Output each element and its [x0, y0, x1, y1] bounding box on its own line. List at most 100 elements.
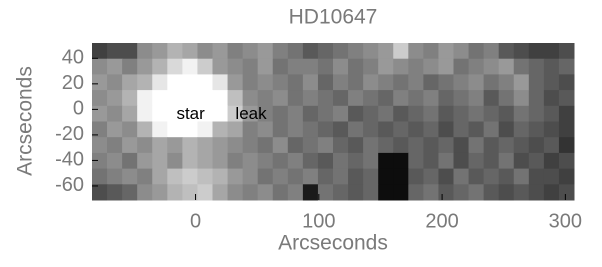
pixel	[258, 184, 274, 200]
page: {"chart_data": {"type": "image", "title"…	[0, 0, 602, 262]
pixel	[529, 153, 545, 169]
pixel	[408, 153, 424, 169]
pixel	[107, 184, 123, 200]
pixel	[559, 74, 575, 90]
pixel	[288, 169, 304, 185]
pixel	[258, 169, 274, 185]
pixel	[423, 184, 439, 200]
pixel	[378, 184, 394, 200]
pixel	[273, 43, 289, 59]
pixel	[514, 184, 530, 200]
pixel	[514, 137, 530, 153]
chart: HD10647 Arcseconds Arcseconds 0100200300…	[0, 0, 602, 262]
pixel	[378, 106, 394, 122]
pixel	[363, 153, 379, 169]
pixel	[122, 169, 138, 185]
pixel	[318, 122, 334, 138]
pixel	[107, 169, 123, 185]
pixel	[378, 74, 394, 90]
pixel	[228, 137, 244, 153]
pixel	[529, 74, 545, 90]
pixel	[167, 184, 183, 200]
pixel	[107, 106, 123, 122]
pixel	[303, 90, 319, 106]
pixel	[273, 122, 289, 138]
pixel	[288, 122, 304, 138]
pixel	[378, 153, 394, 169]
pixel	[559, 122, 575, 138]
pixel	[197, 74, 213, 90]
pixel	[92, 90, 108, 106]
pixel	[152, 153, 168, 169]
pixel	[438, 90, 454, 106]
pixel	[408, 90, 424, 106]
pixel	[529, 59, 545, 75]
pixel	[438, 137, 454, 153]
pixel	[514, 90, 530, 106]
pixel	[348, 43, 364, 59]
pixel	[484, 74, 500, 90]
pixel	[544, 184, 560, 200]
pixel	[92, 184, 108, 200]
x-axis-label: Arcseconds	[278, 232, 388, 255]
pixel	[529, 106, 545, 122]
y-tick-label: -20	[55, 123, 84, 145]
pixel	[469, 184, 485, 200]
pixel	[393, 169, 409, 185]
pixel	[348, 106, 364, 122]
pixel	[243, 137, 259, 153]
pixel	[454, 106, 470, 122]
pixel	[484, 90, 500, 106]
pixel	[228, 59, 244, 75]
pixel	[499, 137, 515, 153]
pixel	[469, 43, 485, 59]
pixel	[167, 137, 183, 153]
pixel	[107, 43, 123, 59]
pixel	[544, 122, 560, 138]
pixel	[484, 137, 500, 153]
pixel	[152, 184, 168, 200]
pixel	[288, 137, 304, 153]
pixel	[393, 90, 409, 106]
pixel	[258, 74, 274, 90]
pixel	[499, 74, 515, 90]
pixel	[559, 184, 575, 200]
pixel	[484, 106, 500, 122]
pixel	[438, 59, 454, 75]
pixel	[454, 153, 470, 169]
pixel	[484, 169, 500, 185]
y-tick-label: 20	[62, 72, 84, 94]
pixel	[393, 74, 409, 90]
pixel	[318, 74, 334, 90]
pixel	[167, 74, 183, 90]
image	[92, 43, 575, 201]
pixel	[107, 153, 123, 169]
pixel	[393, 137, 409, 153]
x-tick-label: 300	[549, 210, 582, 232]
pixel	[499, 59, 515, 75]
pixel	[333, 184, 349, 200]
pixel	[559, 59, 575, 75]
pixel	[318, 43, 334, 59]
pixel	[182, 137, 198, 153]
pixel	[423, 59, 439, 75]
pixel	[92, 106, 108, 122]
pixel	[303, 153, 319, 169]
pixel	[182, 122, 198, 138]
pixel	[544, 106, 560, 122]
pixel	[122, 106, 138, 122]
pixel	[137, 122, 153, 138]
pixel	[92, 137, 108, 153]
pixel	[363, 74, 379, 90]
pixel	[122, 137, 138, 153]
pixel	[182, 43, 198, 59]
pixel	[137, 43, 153, 59]
pixel	[213, 184, 229, 200]
pixel	[318, 137, 334, 153]
y-tick-label: -60	[55, 174, 84, 196]
pixel	[182, 169, 198, 185]
pixel	[213, 153, 229, 169]
pixel	[423, 153, 439, 169]
pixel	[469, 59, 485, 75]
pixel	[408, 184, 424, 200]
